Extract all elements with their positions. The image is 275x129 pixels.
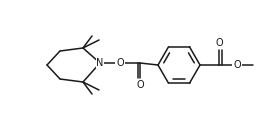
Text: O: O — [215, 38, 223, 48]
Text: N: N — [96, 58, 104, 68]
Text: O: O — [136, 80, 144, 90]
Text: O: O — [116, 58, 124, 68]
Text: O: O — [233, 60, 241, 70]
